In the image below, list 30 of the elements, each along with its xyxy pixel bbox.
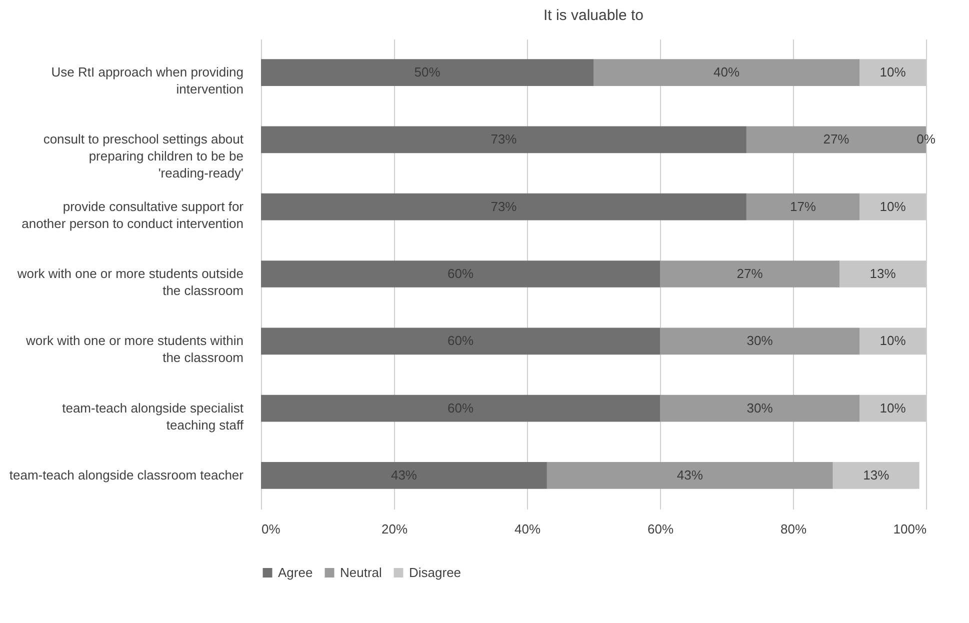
y-tick-label: consult to preschool settings about preparing children to be be 'reading-ready' [43,132,244,181]
y-tick-label: team-teach alongside classroom teacher [9,467,244,482]
legend-label: Agree [278,564,313,580]
x-tick-label: 80% [780,522,807,536]
y-tick-label: work with one or more students within the classroom [25,333,244,366]
data-label: 10% [880,198,906,214]
data-label: 40% [713,64,740,80]
y-tick-label: Use RtI approach when providing intervention [51,64,244,97]
y-tick-label: team-teach alongside specialist teaching staff [62,400,244,432]
x-tick-label: 100% [893,522,927,536]
data-label: 13% [863,467,890,482]
x-tick-label: 20% [381,522,408,536]
data-label: 17% [790,198,816,214]
data-label: 10% [880,333,906,348]
data-label: 30% [746,400,774,416]
data-label: 27% [736,266,764,281]
x-tick-label: 60% [647,522,674,536]
y-tick-label: provide consultative support for another person to conduct intervention [22,198,244,231]
data-label: 43% [676,467,704,482]
chart-title: It is valuable to [543,7,644,24]
legend-label: Neutral [340,564,382,580]
x-tick-label: 40% [514,522,541,536]
x-tick-label: 0% [262,522,281,536]
legend-label: Disagree [409,564,462,580]
data-label: 10% [880,64,906,80]
data-label: 13% [870,266,896,281]
data-label: 10% [880,400,906,416]
data-label: 30% [746,333,774,348]
y-tick-label: work with one or more students outside the classroom [16,266,244,298]
data-label: 27% [823,132,850,147]
